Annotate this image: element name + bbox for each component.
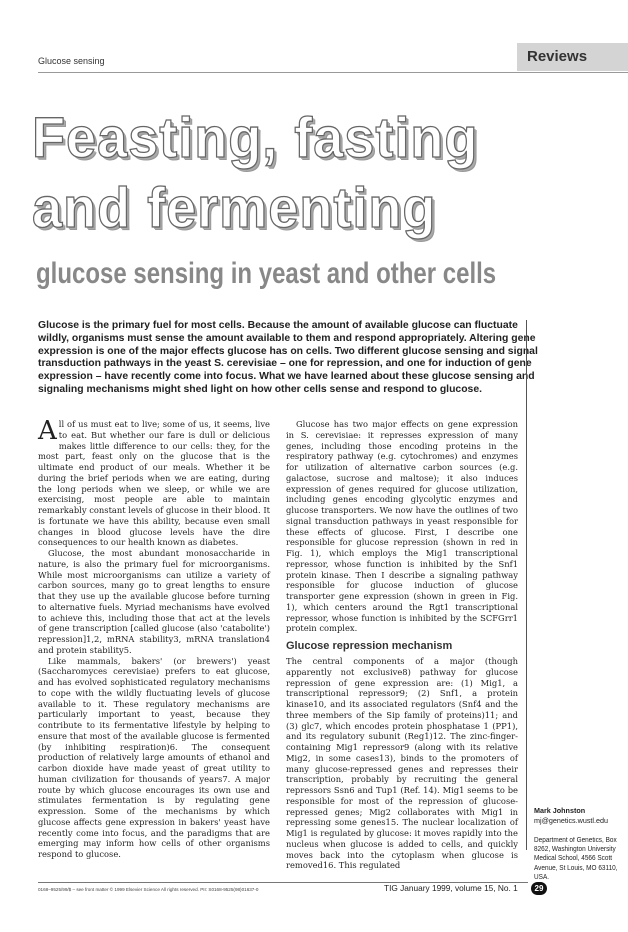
running-header-section: Glucose sensing — [38, 56, 105, 66]
author-name: Mark Johnston — [534, 806, 586, 815]
author-block: Mark Johnston mj@genetics.wustl.edu — [534, 806, 628, 825]
journal-citation: TIG January 1999, volume 15, No. 1 — [384, 883, 518, 893]
category-label: Reviews — [527, 48, 588, 65]
paragraph: The central components of a major (thoug… — [286, 656, 518, 871]
page-number: 29 — [531, 882, 547, 895]
paragraph-text: ll of us must eat to live; some of us, i… — [38, 419, 270, 548]
paragraph: Glucose, the most abundant monosaccharid… — [38, 548, 270, 655]
section-heading: Glucose repression mechanism — [286, 640, 453, 652]
abstract: Glucose is the primary fuel for most cel… — [38, 320, 538, 395]
copyright-line: 0168–9525/99/$ – see front matter © 1999… — [38, 887, 259, 892]
title-line-1: Feasting, fasting — [31, 106, 479, 170]
category-tab: Reviews — [517, 43, 628, 71]
paragraph: Glucose has two major effects on gene ex… — [286, 419, 518, 634]
header-rule — [38, 72, 628, 73]
body-column-2: Glucose has two major effects on gene ex… — [286, 419, 518, 871]
drop-cap: A — [38, 416, 57, 446]
column-divider — [526, 320, 527, 850]
subtitle: glucose sensing in yeast and other cells — [36, 257, 497, 290]
author-affiliation: Department of Genetics, Box 8262, Washin… — [534, 837, 618, 881]
title-line-2: and fermenting — [31, 176, 437, 240]
author-email[interactable]: mj@genetics.wustl.edu — [534, 815, 609, 825]
footer-rule — [38, 882, 528, 883]
paragraph: Like mammals, bakers' (or brewers') yeas… — [38, 655, 270, 860]
